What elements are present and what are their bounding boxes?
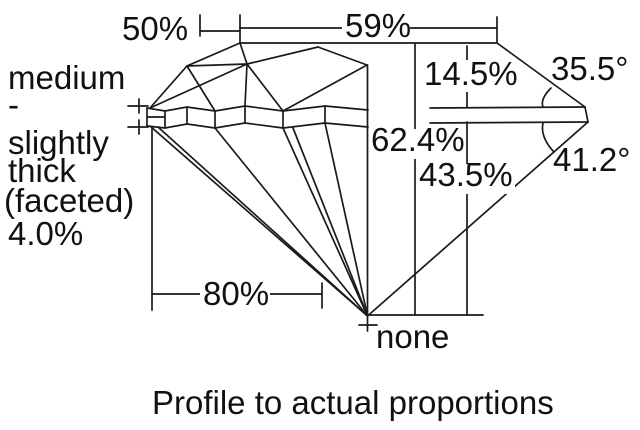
girdle-bottom-line — [146, 122, 369, 129]
pavilion-angle-label: 41.2° — [553, 141, 630, 178]
crown-angle-arc — [541, 87, 552, 108]
crown-right-silhouette — [496, 42, 586, 108]
girdle-right-tip — [584, 106, 589, 123]
culet-tick — [358, 316, 378, 332]
girdle-desc-line2: - — [8, 86, 19, 123]
diamond-outline — [146, 42, 589, 317]
crown-left-silhouette — [149, 42, 241, 109]
crown-angle-label: 35.5° — [551, 50, 628, 87]
girdle-thickness-ticks — [127, 98, 149, 135]
girdle-bottom-right — [429, 121, 589, 124]
pavilion-facet-lines — [149, 121, 589, 317]
figure-caption: Profile to actual proportions — [152, 384, 554, 421]
crown-height-label: 14.5% — [424, 55, 518, 92]
crown-facet-lines — [149, 42, 368, 112]
total-depth-label: 62.4% — [371, 121, 465, 158]
girdle-description: medium - slightly thick (faceted) 4.0% — [4, 59, 134, 252]
girdle-facet-ticks — [164, 105, 326, 129]
girdle-desc-line5: (faceted) — [4, 182, 134, 219]
girdle-desc-line1: medium — [8, 59, 125, 96]
girdle-top-line — [146, 105, 369, 112]
girdle-desc-line3: slightly — [8, 124, 109, 161]
lower-girdle-label: 80% — [203, 275, 269, 312]
girdle-desc-line6: 4.0% — [8, 215, 83, 252]
pavilion-depth-label: 43.5% — [419, 156, 513, 193]
star-length-label: 50% — [122, 10, 188, 47]
pavilion-angle-arc — [541, 122, 555, 153]
table-size-label: 59% — [345, 7, 411, 44]
culet-label: none — [376, 318, 449, 355]
girdle-desc-line4: thick — [8, 152, 76, 189]
girdle-top-right — [429, 106, 586, 109]
label-backgrounds — [200, 14, 517, 308]
